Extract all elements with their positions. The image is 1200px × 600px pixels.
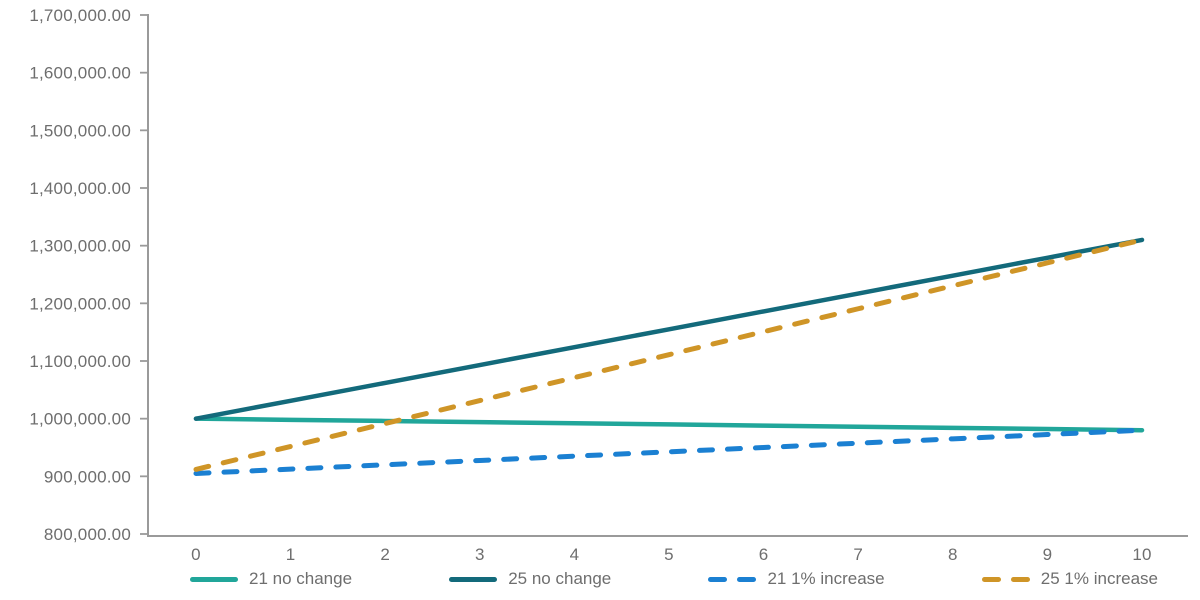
series-line-25-no-change bbox=[193, 237, 1145, 421]
x-axis-tick-label: 8 bbox=[948, 545, 958, 562]
series-line-21-no-change bbox=[193, 416, 1145, 433]
y-axis-tick-label: 900,000.00 bbox=[44, 467, 131, 486]
y-axis-tick-label: 1,000,000.00 bbox=[29, 410, 131, 429]
legend-swatch-25-1-increase bbox=[981, 576, 1030, 582]
chart-legend: 21 no change 25 no change 21 1% increase 25… bbox=[190, 565, 1158, 593]
legend-label-25-1-increase: 25 1% increase bbox=[1040, 569, 1158, 588]
line-chart-plot: 800,000.00 900,000.00 1,000,000.00 1,100,00… bbox=[29, 6, 1188, 564]
y-axis-tick-label: 1,200,000.00 bbox=[29, 294, 131, 313]
legend-swatch-21-no-change bbox=[190, 576, 238, 582]
series-line-21-1-increase bbox=[193, 427, 1145, 476]
x-axis-tick-label: 1 bbox=[286, 545, 296, 562]
x-axis-tick-label: 4 bbox=[570, 545, 580, 562]
x-axis-tick-label: 9 bbox=[1043, 545, 1053, 562]
y-axis-tick-label: 1,100,000.00 bbox=[29, 352, 131, 371]
series-line-25-1-increase bbox=[193, 237, 1145, 472]
legend-swatch-25-no-change bbox=[449, 576, 498, 582]
legend-label-25-no-change: 25 no change bbox=[508, 569, 612, 588]
legend-item-25-1-increase: 25 1% increase bbox=[981, 569, 1158, 589]
x-axis-tick-label: 7 bbox=[853, 545, 863, 562]
x-axis-tick-label: 10 bbox=[1132, 545, 1151, 562]
legend-label-21-1-increase: 21 1% increase bbox=[767, 569, 885, 588]
x-axis-tick-label: 2 bbox=[380, 545, 390, 562]
legend-label-21-no-change: 21 no change bbox=[249, 569, 353, 588]
y-axis-tick-label: 1,300,000.00 bbox=[29, 237, 131, 256]
legend-item-21-1-increase: 21 1% increase bbox=[708, 569, 885, 589]
y-axis-tick-label: 1,700,000.00 bbox=[29, 6, 131, 25]
x-axis-tick-label: 0 bbox=[191, 545, 201, 562]
legend-swatch-21-1-increase bbox=[708, 576, 757, 582]
y-axis-tick-label: 1,400,000.00 bbox=[29, 179, 131, 198]
legend-item-25-no-change: 25 no change bbox=[449, 569, 611, 589]
x-axis-tick-label: 3 bbox=[475, 545, 485, 562]
x-axis-tick-label: 6 bbox=[759, 545, 769, 562]
y-axis-tick-label: 800,000.00 bbox=[44, 525, 131, 544]
legend-item-21-no-change: 21 no change bbox=[190, 569, 352, 589]
x-axis-tick-label: 5 bbox=[664, 545, 674, 562]
y-axis-tick-label: 1,500,000.00 bbox=[29, 121, 131, 140]
y-axis-tick-label: 1,600,000.00 bbox=[29, 64, 131, 83]
